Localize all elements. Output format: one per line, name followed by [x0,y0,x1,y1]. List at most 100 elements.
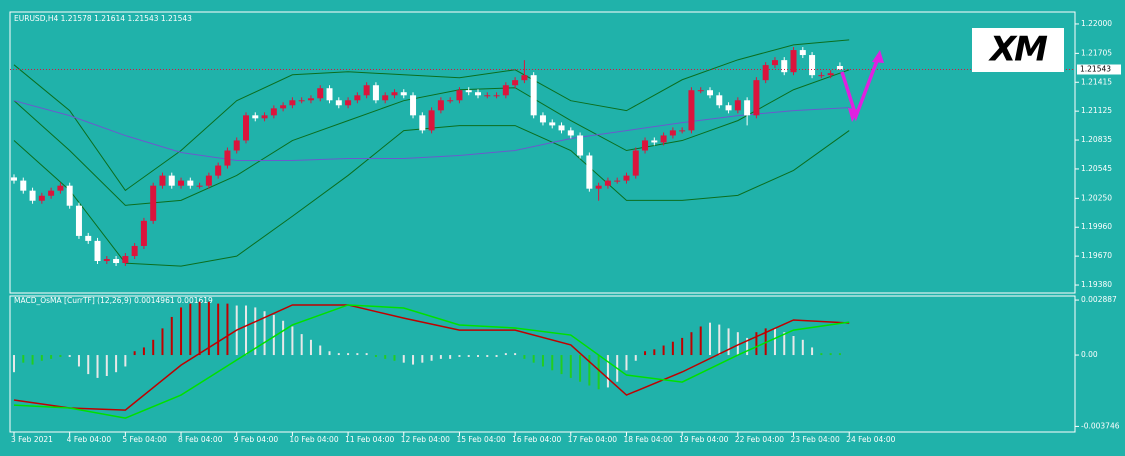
candle-body [586,155,593,189]
candle-body [187,180,194,186]
candle-body [577,135,584,156]
candle-body [38,195,45,201]
symbol: EURUSD,H4 [14,14,58,23]
candle-body [261,115,268,119]
candle-body [456,90,463,101]
candle-body [558,125,565,131]
macd-header: MACD_OsMA [CurrTF] (12,26,9) 0.0014961 0… [14,296,213,305]
logo: XM [972,28,1064,72]
candle-body [604,180,611,186]
candle-body [437,100,444,111]
macd-line [13,304,850,411]
logo-text: XM [988,30,1048,70]
candle-body [465,90,472,93]
candle-body [818,75,825,77]
candle-body [734,100,741,111]
candle-body [20,180,27,191]
y-tick-label: 0.00 [1081,350,1098,359]
candle-body [103,259,110,262]
candle-body [131,245,138,257]
candle-body [85,235,92,241]
x-tick-label: 19 Feb 04:00 [679,435,728,444]
candle-body [549,122,556,126]
candle-body [224,150,231,166]
candle-body [66,185,73,206]
candle-body [660,135,667,143]
y-tick-label: 1.21125 [1081,106,1112,115]
macd-label: MACD_OsMA [CurrTF] (12,26,9) [14,296,132,305]
candle-body [419,115,426,131]
candle-body [150,185,157,221]
indicator-line [13,125,850,267]
candle-body [744,100,751,116]
candle-body [651,140,658,143]
x-tick-label: 18 Feb 04:00 [623,435,672,444]
candle-body [382,95,389,101]
x-tick-label: 17 Feb 04:00 [568,435,617,444]
candle-body [642,140,649,151]
candle-body [484,95,491,97]
candle-body [521,75,528,81]
x-tick-label: 4 Feb 04:00 [67,435,112,444]
symbol-header: EURUSD,H4 1.21578 1.21614 1.21543 1.2154… [14,14,192,23]
candle-body [94,240,101,262]
candle-body [122,256,129,264]
candle-body [688,90,695,131]
candle-body [512,80,519,86]
candle-body [725,105,732,111]
x-tick-label: 3 Feb 2021 [11,435,53,444]
candle-body [48,190,55,196]
candle-body [298,100,305,102]
y-tick-label: 1.22000 [1081,19,1112,28]
x-tick-label: 24 Feb 04:00 [846,435,895,444]
candle-body [168,175,175,186]
candle-body [632,150,639,176]
candle-body [270,108,277,116]
x-tick-label: 16 Feb 04:00 [512,435,561,444]
y-tick-label: 1.19380 [1081,280,1112,289]
candle-body [345,100,352,106]
candle-body [307,98,314,101]
y-tick-label: 1.19670 [1081,251,1112,260]
candle-body [502,85,509,96]
macd-reading: 0.0014961 [134,296,175,305]
last-high: 1.21614 [94,14,125,23]
candle-body [205,175,212,186]
candle-body [335,100,342,106]
candle-body [475,92,481,96]
y-tick-label: 1.21705 [1081,48,1112,57]
candle-body [614,180,621,182]
candle-body [317,88,324,99]
candle-body [215,165,222,176]
forecast-arrow [840,50,884,122]
macd-line [13,304,850,419]
x-tick-label: 12 Feb 04:00 [401,435,450,444]
candle-body [707,90,713,96]
candle-body [623,175,630,181]
candle-body [11,177,17,181]
candle-body [196,185,203,187]
candle-body [400,92,407,96]
y-tick-label: 1.20835 [1081,135,1112,144]
candle-body [697,90,704,92]
y-tick-label: 1.20250 [1081,193,1112,202]
candle-body [493,95,500,97]
candle-body [762,65,769,81]
candle-body [716,95,723,106]
logo-box [972,28,1064,72]
candle-body [280,105,287,109]
candle-body [781,60,788,73]
y-tick-label: 1.21415 [1081,77,1112,86]
candle-body [809,55,816,76]
arrow-head [872,50,884,63]
indicator-line [13,100,850,161]
price-label-box [1077,64,1121,75]
x-tick-label: 22 Feb 04:00 [735,435,784,444]
candle-body [75,205,82,236]
candle-body [827,73,834,76]
candle-body [233,140,240,151]
candle-body [790,50,797,73]
candle-body [669,130,676,136]
signal-reading: 0.001619 [177,296,213,305]
